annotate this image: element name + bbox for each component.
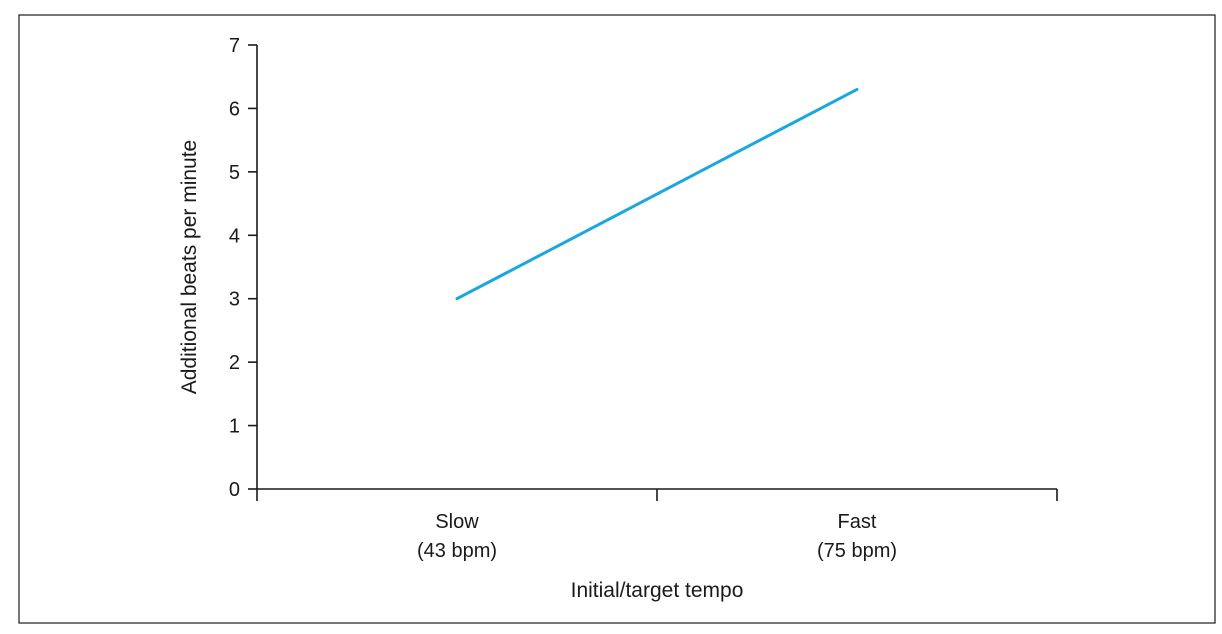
x-tick-label: Slow bbox=[435, 511, 479, 533]
x-axis-tick-labels: Slow (43 bpm) Fast (75 bpm) bbox=[417, 511, 897, 562]
figure-frame bbox=[18, 14, 1216, 624]
x-tick-label: Fast bbox=[838, 511, 877, 533]
y-tick-label: 1 bbox=[229, 416, 240, 438]
x-tick-sublabel: (43 bpm) bbox=[417, 540, 497, 562]
y-tick-label: 6 bbox=[229, 98, 240, 120]
series-group bbox=[455, 87, 859, 301]
y-tick-label: 5 bbox=[229, 162, 240, 184]
x-axis-ticks bbox=[256, 489, 1058, 501]
y-axis-title: Additional beats per minute bbox=[178, 140, 201, 395]
series-line bbox=[455, 87, 859, 301]
x-tick-sublabel: (75 bpm) bbox=[817, 540, 897, 562]
y-tick-label: 2 bbox=[229, 352, 240, 374]
y-tick-label: 3 bbox=[229, 289, 240, 311]
y-axis-ticks: 0 1 2 3 4 5 6 7 bbox=[229, 35, 257, 501]
y-tick-label: 0 bbox=[229, 479, 240, 501]
x-axis-title: Initial/target tempo bbox=[571, 579, 744, 602]
y-tick-label: 7 bbox=[229, 35, 240, 57]
y-tick-label: 4 bbox=[229, 225, 240, 247]
